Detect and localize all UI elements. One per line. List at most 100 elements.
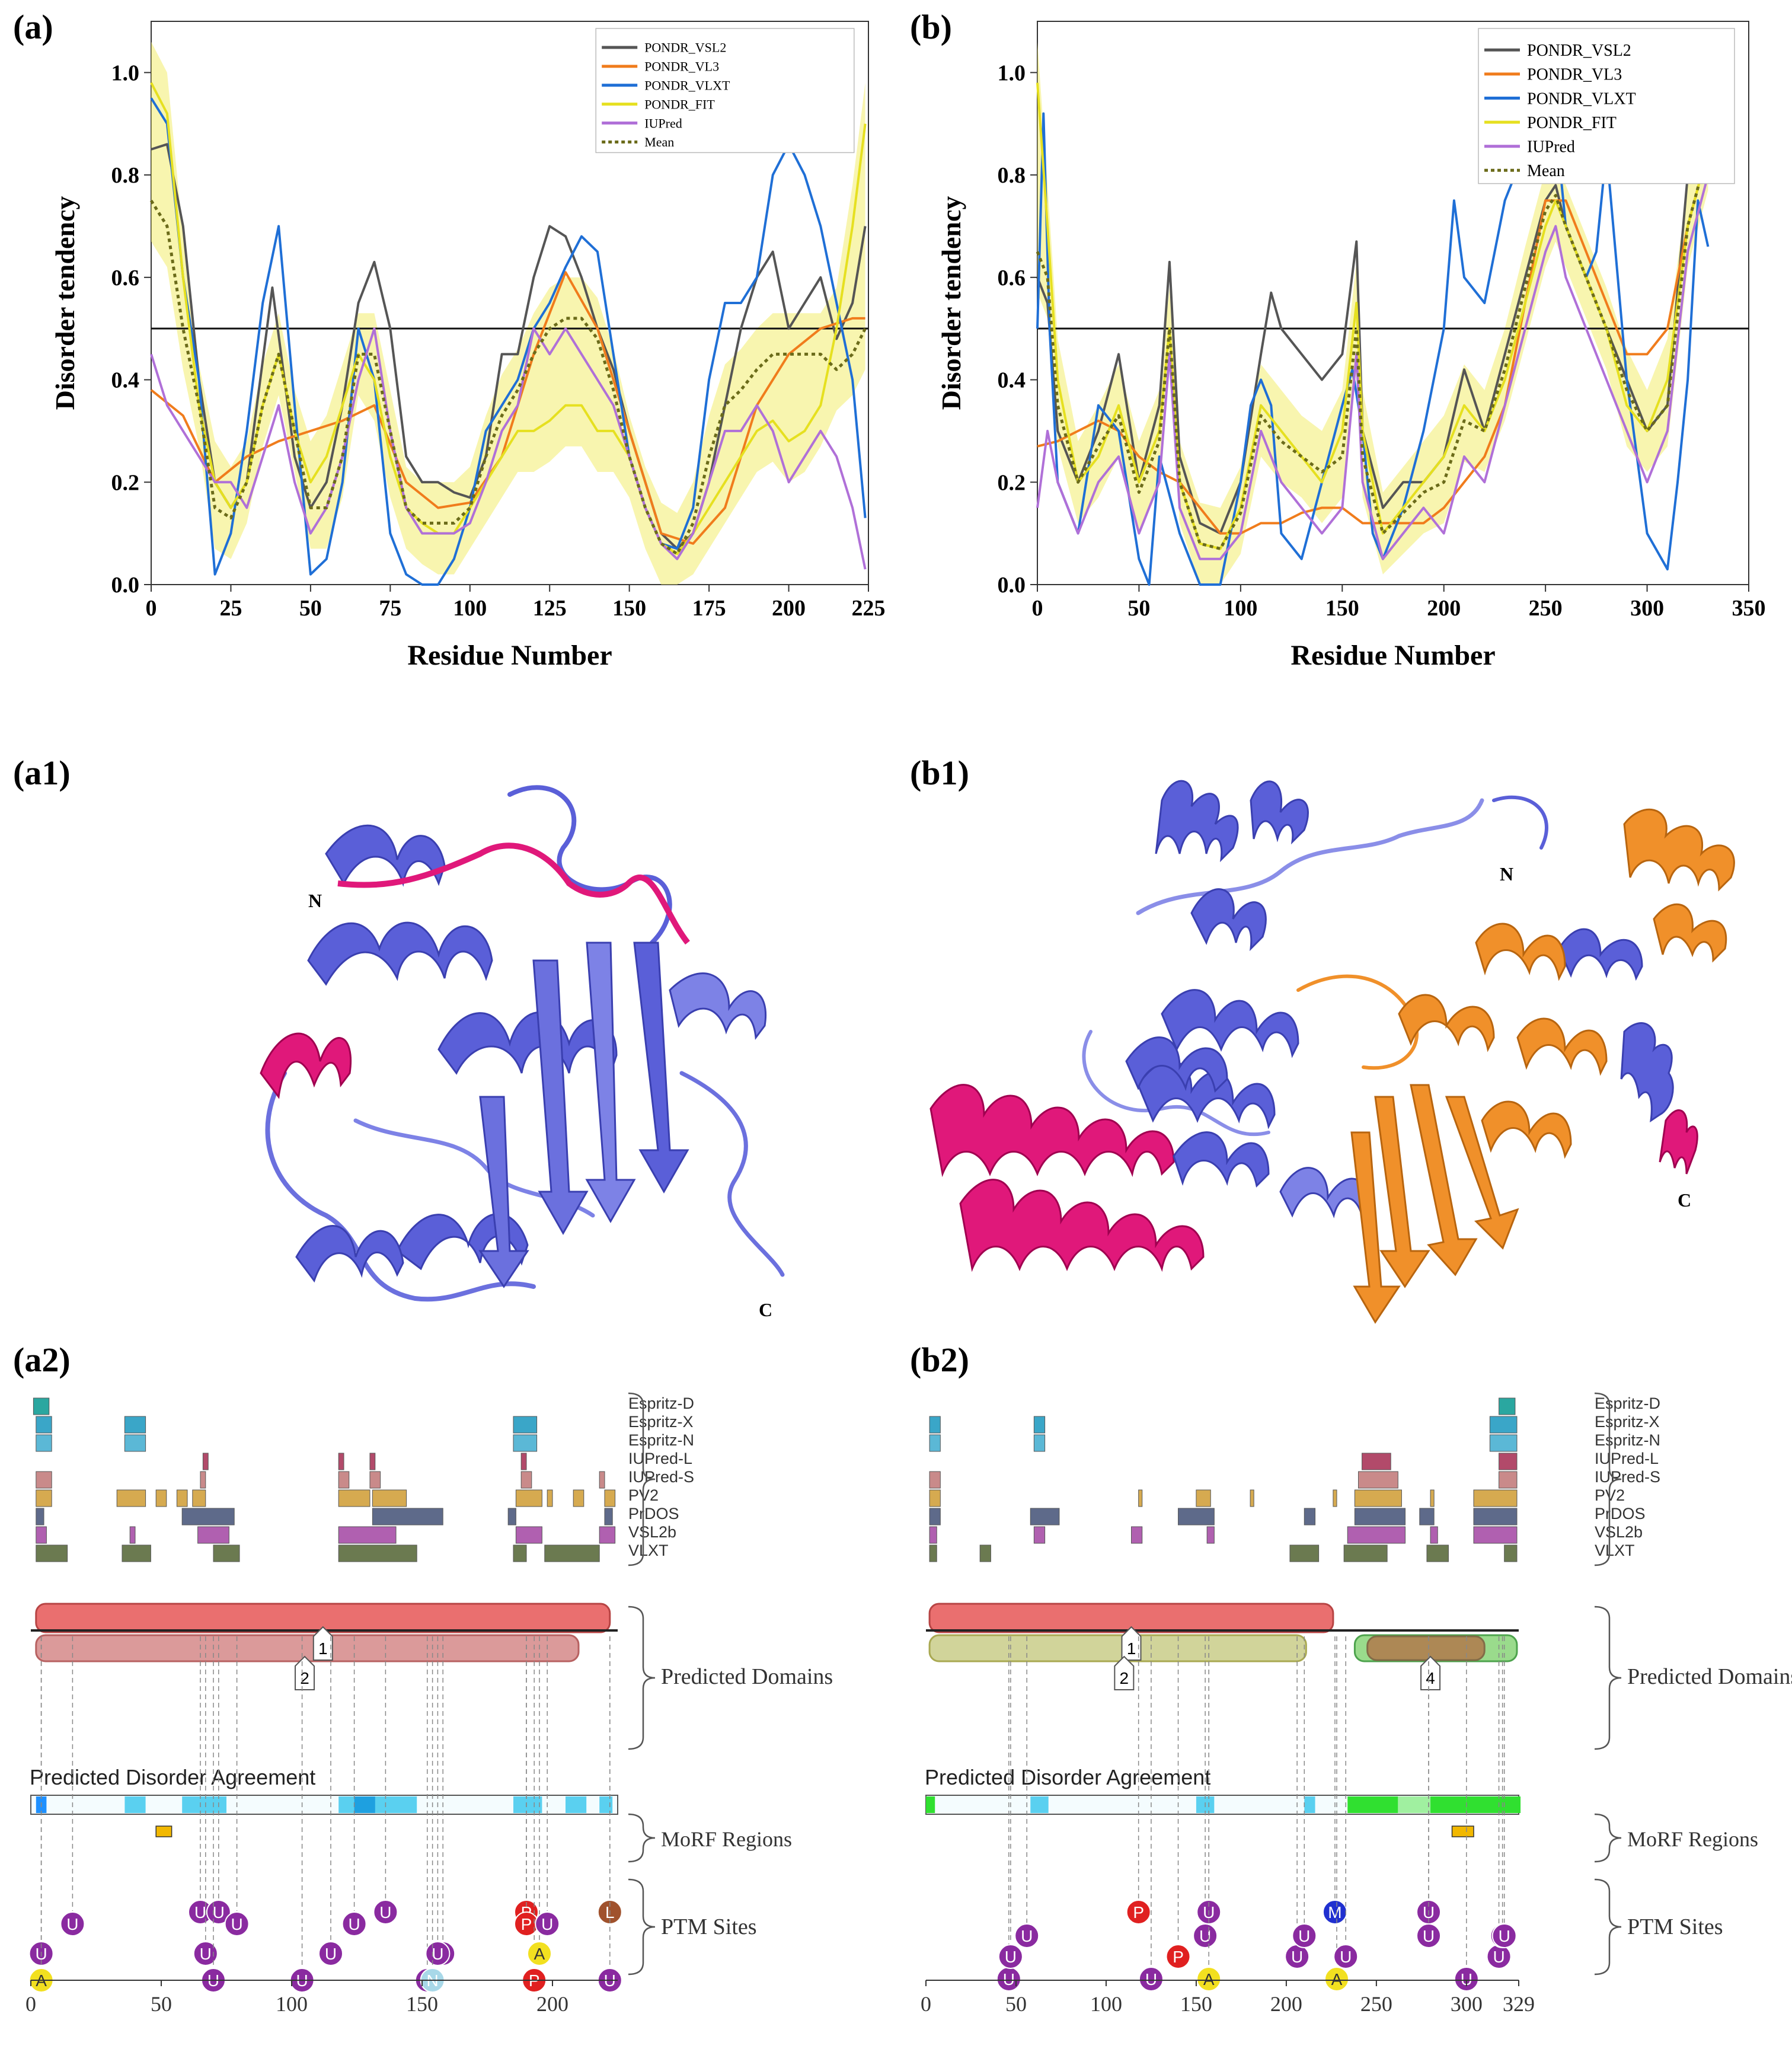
tracks-bracket	[628, 1392, 656, 1566]
x-tick-label: 200	[772, 596, 806, 621]
track-label: Espritz-D	[1595, 1394, 1660, 1412]
ptm-site	[527, 1941, 552, 1966]
ptm-site	[1126, 1900, 1151, 1925]
beta-sheet	[633, 942, 689, 1194]
y-tick-label: 0.0	[111, 573, 140, 598]
disorder-bar	[213, 1544, 240, 1562]
series-line-mean	[1036, 149, 1710, 550]
ptm-letter: P	[1133, 1903, 1144, 1922]
feature-tick-label: 50	[1005, 1992, 1027, 2016]
disorder-bar	[1033, 1434, 1046, 1452]
helix	[1155, 780, 1239, 863]
legend-label: PONDR_VLXT	[644, 78, 730, 92]
n-terminus-label: N	[1500, 863, 1513, 885]
disorder-bar	[197, 1526, 229, 1544]
x-axis-label: Residue Number	[1291, 640, 1495, 671]
disorder-bar	[599, 1526, 616, 1544]
disorder-chart-b: 0 50 100 150 200 250 300 350 0.0 0.2 0.4 0.6 0.8 1.0 R…	[936, 21, 1766, 671]
agreement-segment	[1304, 1796, 1315, 1813]
disorder-bar	[372, 1508, 443, 1526]
disorder-bar	[1473, 1526, 1518, 1544]
disorder-bar	[1430, 1526, 1438, 1544]
agreement-label: Predicted Disorder Agreement	[30, 1765, 315, 1789]
ptm-site	[193, 1941, 218, 1966]
helix	[1125, 1036, 1228, 1093]
ptm-site	[60, 1911, 85, 1936]
disorder-bar	[1473, 1489, 1518, 1507]
disorder-bar	[338, 1489, 370, 1507]
disorder-bar	[200, 1471, 206, 1489]
ptm-letter: U	[348, 1915, 360, 1933]
x-tick-label: 300	[1630, 596, 1664, 621]
disorder-bar	[929, 1489, 941, 1507]
domains-label: Predicted Domains	[1627, 1664, 1792, 1689]
y-tick-label: 0.0	[998, 573, 1026, 598]
disorder-bar	[36, 1526, 47, 1544]
x-tick-label: 50	[299, 596, 322, 621]
disordered-region	[337, 842, 690, 945]
ptm-letter: U	[1003, 1970, 1015, 1989]
domain-marker-label: 2	[1120, 1669, 1129, 1687]
ptm-letter: U	[1461, 1970, 1472, 1989]
disorder-bar	[122, 1544, 151, 1562]
legend-label: PONDR_FIT	[644, 97, 715, 111]
agreement-segment	[1466, 1796, 1521, 1813]
legend-label: PONDR_VSL2	[644, 40, 726, 55]
ptm-site	[1324, 1967, 1350, 1992]
helix	[1620, 1022, 1674, 1123]
disorder-bar	[573, 1489, 584, 1507]
domain-box	[928, 1634, 1307, 1662]
track-label: PrDOS	[628, 1505, 679, 1523]
x-tick-label: 100	[1224, 596, 1257, 621]
series-line-mean	[149, 199, 867, 556]
ptm-letter: U	[1291, 1948, 1303, 1966]
track-label: Espritz-N	[1595, 1431, 1660, 1449]
ptm-site	[1454, 1967, 1479, 1992]
x-tick-label: 175	[692, 596, 726, 621]
disorder-bar	[929, 1416, 941, 1434]
legend-box	[1478, 28, 1735, 184]
feature-tick-label: 329	[1503, 1992, 1535, 2016]
domain-marker-label: 4	[1426, 1669, 1435, 1687]
ptm-site	[373, 1900, 398, 1925]
helix	[295, 1225, 404, 1283]
x-tick-label: 225	[852, 596, 886, 621]
y-tick-label: 0.8	[998, 163, 1026, 188]
helix	[1653, 903, 1727, 963]
disorder-bar	[1499, 1397, 1516, 1415]
agreement-segment	[566, 1796, 587, 1813]
coil	[1492, 795, 1548, 850]
ptm-letter: U	[541, 1915, 553, 1933]
c-terminus-label: C	[759, 1299, 772, 1320]
disorder-bar	[36, 1471, 52, 1489]
ptm-letter: U	[1499, 1927, 1510, 1945]
domains-bracket	[1594, 1606, 1622, 1750]
domains-label: Predicted Domains	[661, 1664, 833, 1689]
agreement-segment	[1430, 1796, 1467, 1813]
agreement-label: Predicted Disorder Agreement	[925, 1765, 1210, 1789]
tracks-bracket	[1594, 1392, 1622, 1566]
x-tick-label: 150	[1325, 596, 1359, 621]
disorder-chart-a: 0 25 50 75 100 125 150 175 200 225 0.0 0.2 0.4 0.6 0.8…	[50, 21, 886, 671]
series-line-pondr-vlxt	[150, 97, 867, 586]
ptm-letter: U	[1021, 1927, 1033, 1945]
ptm-letter: U	[1340, 1948, 1352, 1966]
track-label: VSL2b	[1595, 1523, 1643, 1541]
ptm-letter: U	[1199, 1927, 1211, 1945]
series-line-pondr-vlxt	[1036, 112, 1710, 586]
disorder-bar	[929, 1471, 941, 1489]
disorder-bar	[1333, 1489, 1337, 1507]
ptm-site	[1165, 1944, 1191, 1969]
ptm-site	[318, 1941, 343, 1966]
ptm-letter: M	[1328, 1903, 1341, 1922]
helix	[1173, 1131, 1270, 1188]
beta-sheet	[1374, 1096, 1430, 1288]
feature-tick-label: 250	[1360, 1992, 1392, 2016]
coil	[1082, 1030, 1270, 1137]
beta-sheet	[478, 1096, 529, 1288]
y-tick-label: 0.4	[998, 368, 1026, 393]
feature-tick-label: 200	[536, 1992, 568, 2016]
disorder-bar	[929, 1434, 941, 1452]
x-tick-label: 350	[1732, 596, 1766, 621]
disorder-bar	[929, 1526, 937, 1544]
